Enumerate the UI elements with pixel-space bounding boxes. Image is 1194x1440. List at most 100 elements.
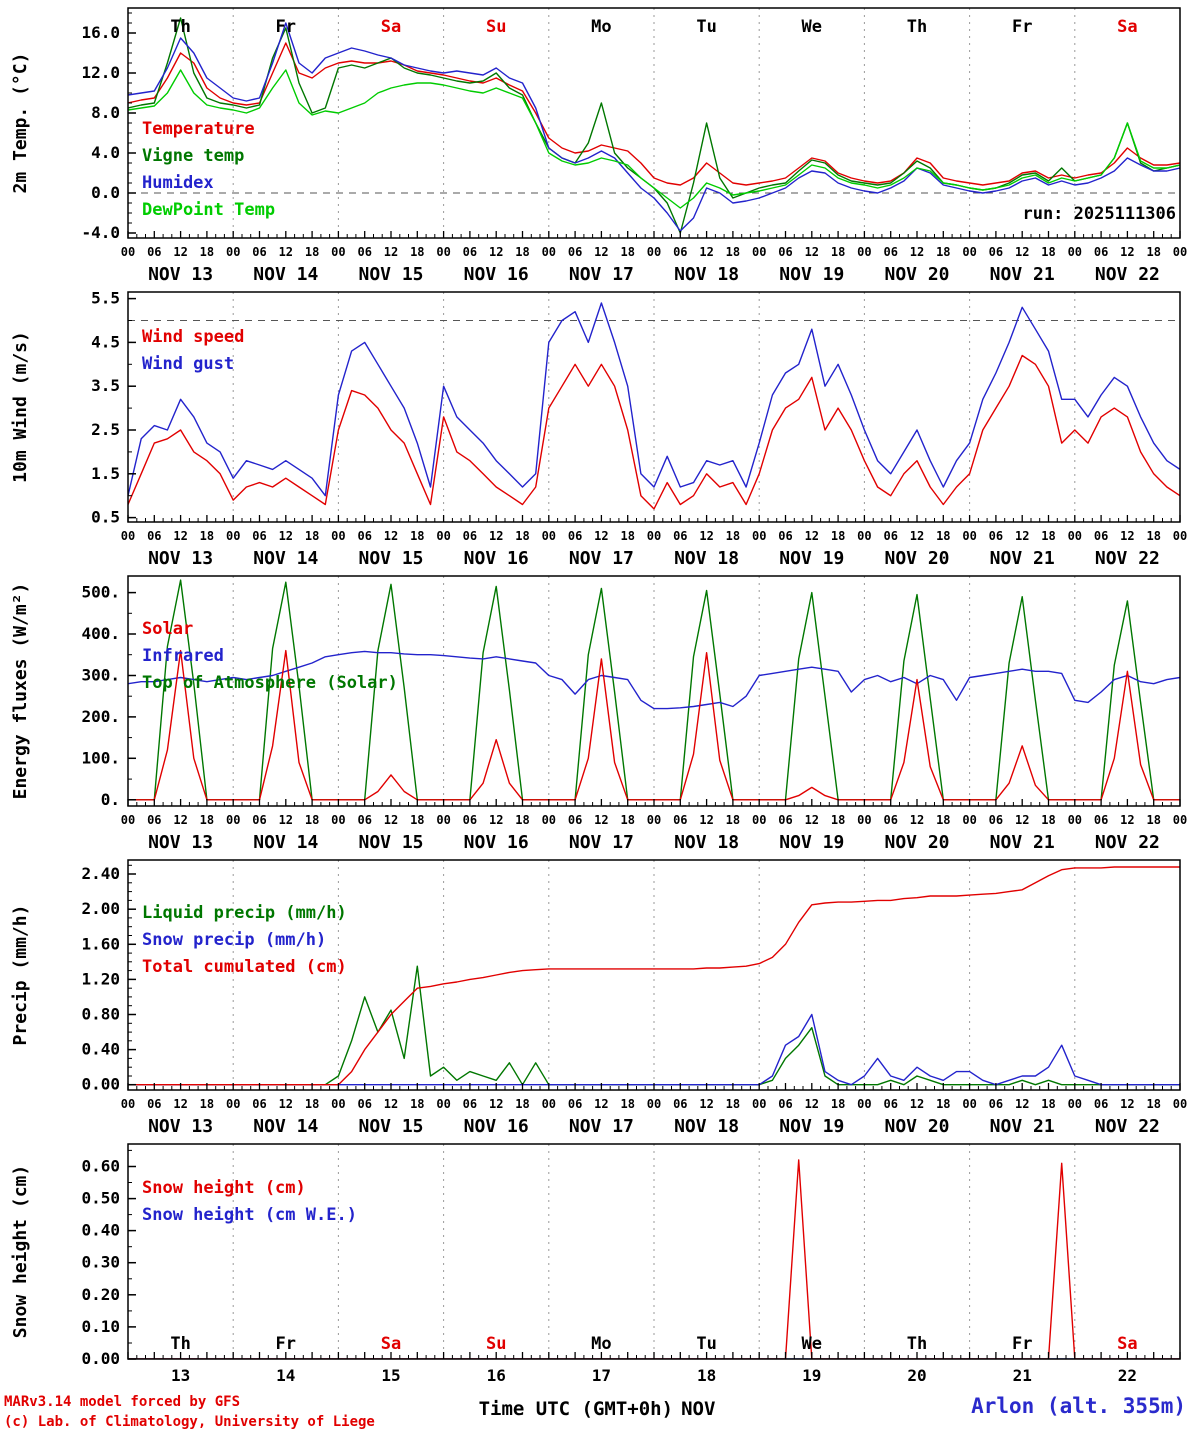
svg-text:12: 12 xyxy=(1015,813,1029,827)
svg-text:NOV 21: NOV 21 xyxy=(990,832,1055,852)
svg-text:18: 18 xyxy=(831,245,845,259)
temp-legend: Temperature Vigne temp Humidex DewPoint … xyxy=(142,116,275,224)
svg-text:06: 06 xyxy=(463,529,477,543)
svg-text:00: 00 xyxy=(752,245,766,259)
svg-text:12: 12 xyxy=(1120,1097,1134,1111)
svg-text:NOV 20: NOV 20 xyxy=(884,548,949,568)
svg-text:12: 12 xyxy=(805,529,819,543)
svg-text:18: 18 xyxy=(1041,813,1055,827)
svg-text:Fr: Fr xyxy=(1012,17,1032,37)
svg-text:Sa: Sa xyxy=(1117,17,1137,37)
svg-text:00: 00 xyxy=(962,245,976,259)
svg-text:18: 18 xyxy=(305,245,319,259)
svg-text:06: 06 xyxy=(1094,529,1108,543)
svg-text:Tu: Tu xyxy=(696,17,716,37)
svg-text:06: 06 xyxy=(673,813,687,827)
svg-text:Sa: Sa xyxy=(381,1334,401,1354)
svg-text:06: 06 xyxy=(1094,813,1108,827)
svg-text:00: 00 xyxy=(752,1097,766,1111)
svg-text:00: 00 xyxy=(647,529,661,543)
svg-text:00: 00 xyxy=(436,529,450,543)
svg-text:06: 06 xyxy=(673,529,687,543)
svg-text:18: 18 xyxy=(831,1097,845,1111)
svg-text:0.00: 0.00 xyxy=(81,1075,120,1094)
svg-text:Mo: Mo xyxy=(591,1334,611,1354)
svg-text:12: 12 xyxy=(279,529,293,543)
x-axis-label: Time UTC (GMT+0h) NOV xyxy=(0,1398,1194,1420)
svg-text:00: 00 xyxy=(857,529,871,543)
svg-text:12: 12 xyxy=(594,1097,608,1111)
legend-item-infrared: Infrared xyxy=(142,646,224,666)
svg-text:22: 22 xyxy=(1118,1366,1137,1385)
svg-text:NOV 18: NOV 18 xyxy=(674,548,739,568)
svg-text:18: 18 xyxy=(936,1097,950,1111)
svg-text:00: 00 xyxy=(542,1097,556,1111)
svg-text:NOV 14: NOV 14 xyxy=(253,264,318,284)
svg-text:06: 06 xyxy=(568,529,582,543)
svg-text:0.40: 0.40 xyxy=(81,1221,120,1240)
svg-text:Fr: Fr xyxy=(276,1334,296,1354)
svg-text:18: 18 xyxy=(831,813,845,827)
svg-text:18: 18 xyxy=(726,245,740,259)
svg-text:NOV 19: NOV 19 xyxy=(779,1116,844,1136)
svg-text:00: 00 xyxy=(121,245,135,259)
svg-text:18: 18 xyxy=(200,245,214,259)
svg-text:12: 12 xyxy=(594,813,608,827)
svg-text:00: 00 xyxy=(647,813,661,827)
svg-text:2.40: 2.40 xyxy=(81,864,120,883)
svg-text:12: 12 xyxy=(1015,245,1029,259)
svg-text:06: 06 xyxy=(463,1097,477,1111)
svg-text:06: 06 xyxy=(778,245,792,259)
svg-text:12: 12 xyxy=(384,245,398,259)
svg-text:00: 00 xyxy=(331,813,345,827)
svg-text:18: 18 xyxy=(1146,245,1160,259)
svg-text:NOV 13: NOV 13 xyxy=(148,832,213,852)
svg-text:0.60: 0.60 xyxy=(81,1157,120,1176)
legend-item-dewpoint-temp: DewPoint Temp xyxy=(142,200,276,220)
svg-text:18: 18 xyxy=(305,813,319,827)
svg-text:12: 12 xyxy=(699,813,713,827)
svg-text:16.0: 16.0 xyxy=(81,23,120,42)
svg-text:00: 00 xyxy=(121,529,135,543)
svg-text:Th: Th xyxy=(907,1334,927,1354)
svg-text:12: 12 xyxy=(910,245,924,259)
svg-text:NOV 22: NOV 22 xyxy=(1095,832,1160,852)
svg-text:00: 00 xyxy=(331,245,345,259)
svg-text:0.80: 0.80 xyxy=(81,1005,120,1024)
svg-text:06: 06 xyxy=(989,813,1003,827)
svg-text:18: 18 xyxy=(410,245,424,259)
svg-text:06: 06 xyxy=(673,245,687,259)
svg-text:16: 16 xyxy=(487,1366,506,1385)
svg-text:18: 18 xyxy=(620,245,634,259)
svg-text:12.0: 12.0 xyxy=(81,63,120,82)
svg-text:00: 00 xyxy=(1068,813,1082,827)
svg-text:00: 00 xyxy=(436,1097,450,1111)
svg-text:00: 00 xyxy=(1068,245,1082,259)
svg-text:Th: Th xyxy=(170,1334,190,1354)
svg-text:NOV 21: NOV 21 xyxy=(990,548,1055,568)
svg-text:Su: Su xyxy=(486,1334,506,1354)
svg-text:06: 06 xyxy=(357,1097,371,1111)
snow-chart-svg: 0.00 0.10 0.20 0.30 0.40 0.50 0.60 13 14 15 16 17 18… xyxy=(10,1143,1181,1385)
svg-text:18: 18 xyxy=(726,1097,740,1111)
svg-text:Mo: Mo xyxy=(591,17,611,37)
svg-text:12: 12 xyxy=(279,1097,293,1111)
svg-text:18: 18 xyxy=(200,1097,214,1111)
svg-text:500.: 500. xyxy=(81,583,120,602)
svg-text:00: 00 xyxy=(752,813,766,827)
svg-text:NOV 13: NOV 13 xyxy=(148,548,213,568)
svg-text:200.: 200. xyxy=(81,707,120,726)
temp-chart-svg: -4.0 0.0 4.0 8.0 12.0 16.0 00 06 12 18 00 06 12 18 00 0… xyxy=(10,7,1187,284)
svg-text:18: 18 xyxy=(936,813,950,827)
svg-text:18: 18 xyxy=(620,813,634,827)
model-credits: MARv3.14 model forced by GFS (c) Lab. of… xyxy=(4,1392,375,1432)
svg-text:NOV 18: NOV 18 xyxy=(674,264,739,284)
svg-text:NOV 15: NOV 15 xyxy=(358,548,423,568)
svg-text:NOV 22: NOV 22 xyxy=(1095,1116,1160,1136)
svg-text:00: 00 xyxy=(121,1097,135,1111)
svg-text:Snow height (cm): Snow height (cm) xyxy=(10,1165,31,1338)
svg-text:18: 18 xyxy=(410,529,424,543)
svg-text:NOV 14: NOV 14 xyxy=(253,548,318,568)
svg-text:06: 06 xyxy=(252,813,266,827)
svg-text:-4.0: -4.0 xyxy=(81,223,120,242)
